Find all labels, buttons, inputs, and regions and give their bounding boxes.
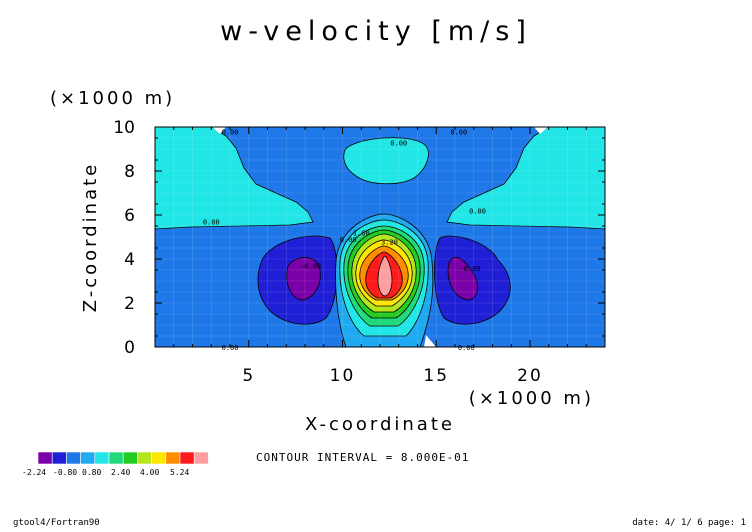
colorbar-swatch: [108, 451, 124, 465]
region-right-downdraft-core: [447, 257, 479, 301]
colorbar-swatch: [37, 451, 53, 465]
colorbar: -2.24 -0.80 0.80 2.40 4.00 5.24: [22, 451, 209, 477]
colorbar-swatch: [80, 451, 96, 465]
contour-labels: 0.000.000.000.000.000.001.603.20-0.80 -0.…: [203, 128, 486, 352]
colorbar-label: 2.40: [111, 468, 130, 477]
contour-label: 3.20: [381, 238, 398, 246]
colorbar-label: -0.80: [53, 468, 77, 477]
colorbar-swatch: [66, 451, 81, 465]
colorbar-label: 0.80: [82, 468, 101, 477]
grid: [155, 127, 605, 347]
colorbar-label: 5.24: [170, 468, 189, 477]
y-tick-label: 4: [124, 250, 135, 270]
contour-label: 0.00: [458, 344, 475, 352]
colorbar-swatch: [51, 451, 67, 465]
contour-label: 0.00: [469, 208, 486, 216]
contour-label: 0.00: [450, 128, 467, 136]
y-tick-label: 8: [124, 162, 135, 182]
chart-title: w-velocity [m/s]: [220, 16, 532, 47]
colorbar-label: -2.24: [22, 468, 46, 477]
axes: 5 10 15 20 0 2 4 6 8 10: [113, 118, 605, 386]
x-tick-label: 10: [330, 366, 356, 386]
contour-label: 0.00: [222, 344, 239, 352]
contour-label: 0.00: [203, 219, 220, 227]
colorbar-swatch: [193, 451, 209, 465]
region-corner-right: [534, 127, 548, 134]
y-unit-label: (×1000 m): [50, 88, 175, 109]
region-upper-left-positive: [155, 127, 314, 230]
colorbar-label: 4.00: [140, 468, 159, 477]
region-bottom-right-gap: [424, 335, 436, 347]
contour-label: 1.60: [353, 230, 370, 238]
contour-label: 0.00: [222, 128, 239, 136]
colorbar-swatch: [94, 451, 110, 465]
contour-interval-text: CONTOUR INTERVAL = 8.000E-01: [256, 451, 469, 464]
y-tick-label: 0: [124, 338, 135, 358]
x-unit-label: (×1000 m): [469, 388, 594, 409]
colorbar-swatch: [179, 451, 195, 465]
x-axis-label: X-coordinate: [305, 414, 455, 435]
x-tick-label: 15: [423, 366, 449, 386]
region-upper-middle-positive: [343, 137, 429, 185]
y-tick-label: 10: [113, 118, 135, 138]
contour-label: 0.00: [390, 139, 407, 147]
colorbar-swatch: [137, 451, 152, 465]
region-corner-left: [212, 127, 226, 134]
y-tick-label: 2: [124, 294, 135, 314]
region-upper-right-positive: [446, 127, 605, 230]
y-tick-label: 6: [124, 206, 135, 226]
colorbar-swatch: [122, 451, 138, 465]
plot-area: [155, 127, 605, 347]
x-tick-label: 5: [242, 366, 255, 386]
region-left-downdraft-core: [286, 257, 321, 301]
colorbar-swatch: [165, 451, 181, 465]
contour-label: -0.80: [300, 263, 321, 271]
x-tick-label: 20: [517, 366, 543, 386]
colorbar-swatch: [151, 451, 167, 465]
contour-label: 0.00: [340, 236, 357, 244]
contour-label: -0.80: [459, 265, 480, 273]
footer-right: date: 4/ 1/ 6 page: 1: [632, 518, 746, 528]
region-updraft-core: [377, 255, 393, 297]
footer-left: gtool4/Fortran90: [13, 518, 100, 528]
y-axis-label: Z-coordinate: [80, 162, 101, 313]
